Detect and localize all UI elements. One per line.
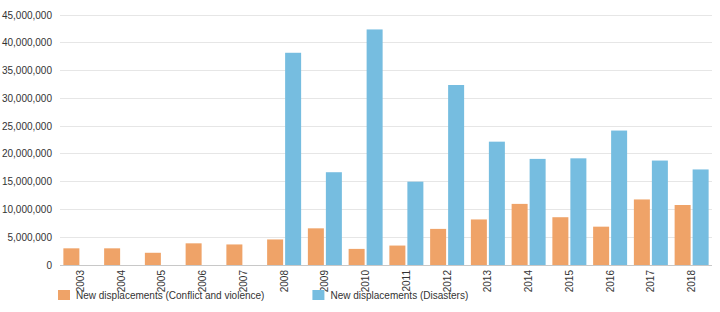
x-tick-label: 2015 <box>564 270 575 293</box>
bar <box>349 249 365 265</box>
y-tick-label: 40,000,000 <box>2 37 52 48</box>
legend-swatch <box>58 290 70 300</box>
bar <box>675 205 691 265</box>
grid-line <box>60 98 712 99</box>
legend-label: New displacements (Disasters) <box>330 290 468 301</box>
bar <box>267 239 283 265</box>
bar <box>593 227 609 265</box>
bar <box>552 217 568 265</box>
x-tick-label: 2006 <box>197 270 208 293</box>
bar <box>186 243 202 265</box>
x-tick-label: 2017 <box>645 270 656 293</box>
x-tick-label: 2013 <box>482 270 493 293</box>
x-tick-label: 2009 <box>319 270 330 293</box>
bar <box>471 219 487 265</box>
bar <box>430 229 446 265</box>
bar <box>226 244 242 265</box>
bar <box>611 131 627 265</box>
x-tick-label: 2011 <box>401 270 412 292</box>
bar <box>285 53 301 265</box>
grid-line <box>60 42 712 43</box>
grid-line <box>60 15 712 16</box>
y-tick-label: 30,000,000 <box>2 93 52 104</box>
bar <box>448 85 464 265</box>
x-tick-label: 2008 <box>279 270 290 293</box>
bar <box>389 246 405 265</box>
y-tick-label: 15,000,000 <box>2 176 52 187</box>
bar <box>63 248 79 265</box>
grid-line <box>60 126 712 127</box>
legend-label: New displacements (Conflict and violence… <box>76 290 264 301</box>
bar <box>634 199 650 265</box>
x-tick-label: 2005 <box>156 270 167 293</box>
bars <box>63 29 708 265</box>
y-tick-label: 5,000,000 <box>8 232 53 243</box>
bar <box>693 169 709 265</box>
x-tick-label: 2016 <box>605 270 616 293</box>
bar <box>407 182 423 265</box>
grid-line <box>60 70 712 71</box>
y-tick-label: 25,000,000 <box>2 121 52 132</box>
bar <box>326 172 342 265</box>
y-tick-label: 45,000,000 <box>2 10 52 21</box>
bar <box>308 228 324 265</box>
chart-svg: 0 5,000,000 10,000,000 15,000,000 20,000,000… <box>0 0 720 312</box>
bar <box>367 29 383 265</box>
x-tick-label: 2014 <box>523 270 534 293</box>
bar <box>145 253 161 265</box>
x-tick-label: 2007 <box>238 270 249 293</box>
x-tick-label: 2004 <box>116 270 127 293</box>
legend: New displacements (Conflict and violence… <box>58 290 468 301</box>
x-tick-label: 2010 <box>360 270 371 293</box>
bar <box>512 204 528 265</box>
x-tick-label: 2012 <box>442 270 453 293</box>
grid <box>60 15 712 265</box>
y-tick-label: 10,000,000 <box>2 204 52 215</box>
bar <box>570 158 586 265</box>
y-tick-label: 35,000,000 <box>2 65 52 76</box>
bar <box>530 159 546 265</box>
bar <box>489 142 505 265</box>
x-tick-label: 2018 <box>686 270 697 293</box>
x-tick-label: 2003 <box>75 270 86 293</box>
bar <box>104 248 120 265</box>
y-tick-label: 20,000,000 <box>2 148 52 159</box>
chart-container: 0 5,000,000 10,000,000 15,000,000 20,000,000… <box>0 0 720 312</box>
legend-swatch <box>312 290 324 300</box>
y-tick-label: 0 <box>46 260 52 271</box>
bar <box>652 161 668 265</box>
